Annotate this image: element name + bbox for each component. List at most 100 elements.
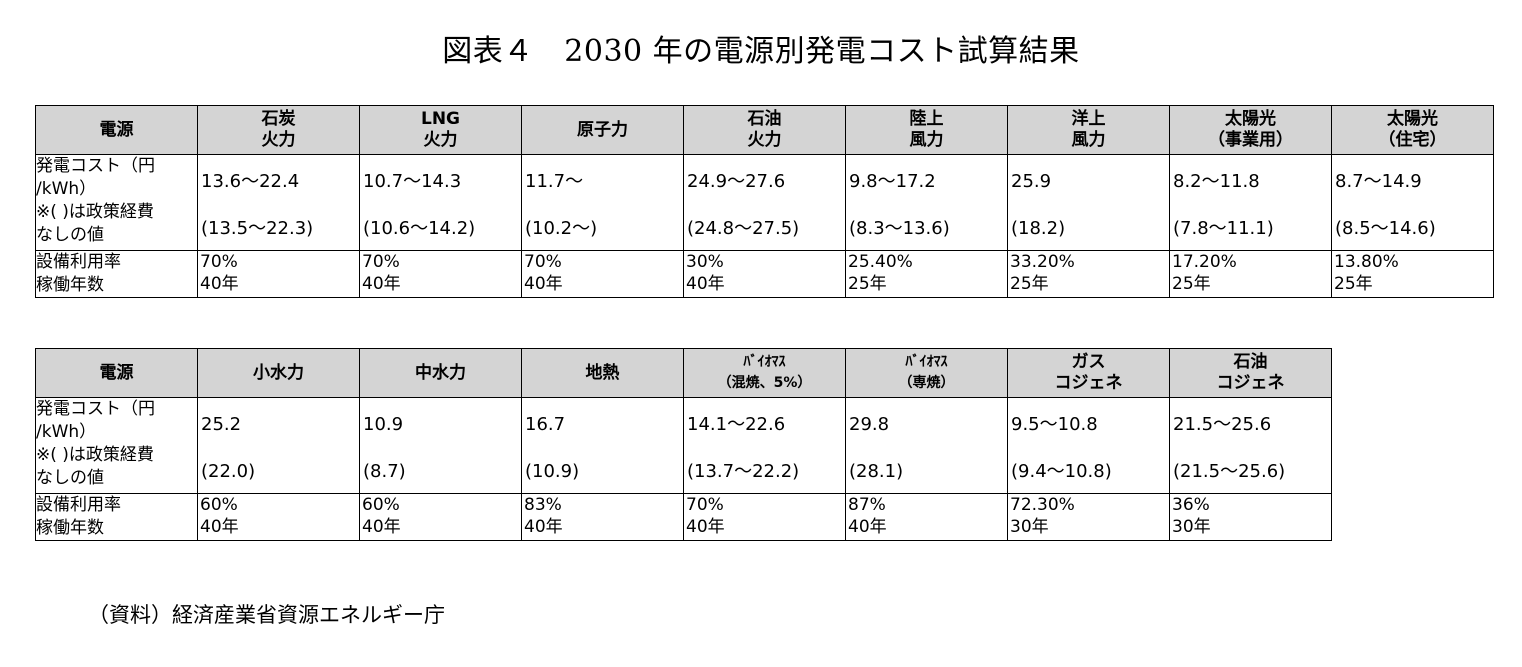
utilization-value: 70% (200, 252, 238, 272)
cost-cell: 13.6～22.4 (13.5～22.3) (197, 154, 360, 251)
column-header: 洋上 風力 (1007, 105, 1170, 155)
cost-value: 9.5～10.8 (1011, 414, 1098, 435)
cost-no-policy-value: (24.8～27.5) (687, 218, 800, 239)
cost-no-policy-value: (8.7) (363, 461, 406, 482)
utilization-value: 36% (1172, 495, 1210, 515)
cost-value: 11.7～ (525, 171, 584, 192)
column-header: ﾊﾞｲｵﾏｽ （専焼） (845, 348, 1008, 398)
utilization-cell: 72.30% 30年 (1007, 493, 1170, 541)
source-header: 電源 (35, 105, 198, 155)
utilization-value: 60% (362, 495, 400, 515)
utilization-value: 70% (686, 495, 724, 515)
cost-cell: 9.8～17.2 (8.3～13.6) (845, 154, 1008, 251)
utilization-row-label: 設備利用率 稼働年数 (35, 493, 198, 541)
cost-cell: 9.5～10.8 (9.4～10.8) (1007, 397, 1170, 494)
column-header: 地熱 (521, 348, 684, 398)
cost-value: 25.2 (201, 414, 242, 435)
header-row: 電源 石炭 火力 LNG 火力 原子力 石油 火力 陸上 風力 洋上 風力 太陽… (35, 105, 1494, 155)
cost-cell: 11.7～ (10.2～) (521, 154, 684, 251)
utilization-value: 87% (848, 495, 886, 515)
cost-no-policy-value: (21.5～25.6) (1173, 461, 1286, 482)
column-header: 中水力 (359, 348, 522, 398)
operating-years-value: 30年 (1172, 517, 1211, 537)
column-header: 石油 火力 (683, 105, 846, 155)
operating-years-value: 40年 (848, 517, 887, 537)
operating-years-value: 30年 (1010, 517, 1049, 537)
cost-no-policy-value: (9.4～10.8) (1011, 461, 1112, 482)
source-note: （資料）経済産業省資源エネルギー庁 (88, 603, 445, 627)
utilization-cell: 70% 40年 (359, 250, 522, 298)
utilization-cell: 83% 40年 (521, 493, 684, 541)
cost-cell: 10.9 (8.7) (359, 397, 522, 494)
utilization-cell: 17.20% 25年 (1169, 250, 1332, 298)
cost-value: 8.2～11.8 (1173, 171, 1260, 192)
column-header: 石炭 火力 (197, 105, 360, 155)
cost-value: 25.9 (1011, 171, 1052, 192)
cost-value: 21.5～25.6 (1173, 414, 1272, 435)
cost-no-policy-value: (13.5～22.3) (201, 218, 314, 239)
utilization-value: 60% (200, 495, 238, 515)
column-header: ﾊﾞｲｵﾏｽ （混焼、5%） (683, 348, 846, 398)
header-row: 電源 小水力 中水力 地熱 ﾊﾞｲｵﾏｽ （混焼、5%） ﾊﾞｲｵﾏｽ （専焼）… (35, 348, 1332, 398)
operating-years-value: 40年 (524, 517, 563, 537)
operating-years-value: 25年 (848, 274, 887, 294)
column-header: 石油 コジェネ (1169, 348, 1332, 398)
utilization-value: 17.20% (1172, 252, 1237, 272)
cost-cell: 29.8 (28.1) (845, 397, 1008, 494)
operating-years-value: 25年 (1010, 274, 1049, 294)
utilization-cell: 87% 40年 (845, 493, 1008, 541)
cost-no-policy-value: (22.0) (201, 461, 256, 482)
cost-value: 8.7～14.9 (1335, 171, 1422, 192)
cost-cell: 8.7～14.9 (8.5～14.6) (1331, 154, 1494, 251)
operating-years-value: 40年 (200, 274, 239, 294)
utilization-cell: 70% 40年 (521, 250, 684, 298)
column-header: ガス コジェネ (1007, 348, 1170, 398)
cost-no-policy-value: (7.8～11.1) (1173, 218, 1274, 239)
cost-no-policy-value: (8.5～14.6) (1335, 218, 1436, 239)
column-header: LNG 火力 (359, 105, 522, 155)
operating-years-value: 40年 (686, 274, 725, 294)
cost-table-2: 電源 小水力 中水力 地熱 ﾊﾞｲｵﾏｽ （混焼、5%） ﾊﾞｲｵﾏｽ （専焼）… (35, 348, 1332, 541)
cost-value: 10.9 (363, 414, 404, 435)
cost-value: 24.9～27.6 (687, 171, 786, 192)
utilization-row-label: 設備利用率 稼働年数 (35, 250, 198, 298)
cost-row: 発電コスト（円 /kWh） ※( )は政策経費 なしの値 25.2 (22.0) … (35, 397, 1332, 494)
cost-no-policy-value: (10.2～) (525, 218, 598, 239)
utilization-cell: 60% 40年 (197, 493, 360, 541)
utilization-cell: 25.40% 25年 (845, 250, 1008, 298)
source-header: 電源 (35, 348, 198, 398)
utilization-cell: 33.20% 25年 (1007, 250, 1170, 298)
utilization-cell: 60% 40年 (359, 493, 522, 541)
cost-cell: 16.7 (10.9) (521, 397, 684, 494)
cost-value: 29.8 (849, 414, 890, 435)
cost-no-policy-value: (18.2) (1011, 218, 1066, 239)
cost-row: 発電コスト（円 /kWh） ※( )は政策経費 なしの値 13.6～22.4 (1… (35, 154, 1494, 251)
cost-cell: 21.5～25.6 (21.5～25.6) (1169, 397, 1332, 494)
utilization-value: 70% (524, 252, 562, 272)
cost-no-policy-value: (10.9) (525, 461, 580, 482)
operating-years-value: 40年 (362, 517, 401, 537)
utilization-value: 70% (362, 252, 400, 272)
cost-value: 14.1～22.6 (687, 414, 786, 435)
cost-row-label: 発電コスト（円 /kWh） ※( )は政策経費 なしの値 (35, 154, 198, 251)
operating-years-value: 40年 (362, 274, 401, 294)
operating-years-value: 25年 (1172, 274, 1211, 294)
utilization-row: 設備利用率 稼働年数 70% 40年 70% 40年 70% 40年 30% 40年 2… (35, 250, 1494, 298)
operating-years-value: 40年 (524, 274, 563, 294)
cost-cell: 10.7～14.3 (10.6～14.2) (359, 154, 522, 251)
column-header: 太陽光 （事業用） (1169, 105, 1332, 155)
utilization-value: 83% (524, 495, 562, 515)
utilization-row: 設備利用率 稼働年数 60% 40年 60% 40年 83% 40年 70% 40年 8… (35, 493, 1332, 541)
utilization-cell: 70% 40年 (197, 250, 360, 298)
utilization-value: 13.80% (1334, 252, 1399, 272)
column-header: 原子力 (521, 105, 684, 155)
utilization-cell: 13.80% 25年 (1331, 250, 1494, 298)
cost-cell: 24.9～27.6 (24.8～27.5) (683, 154, 846, 251)
utilization-value: 30% (686, 252, 724, 272)
operating-years-value: 40年 (200, 517, 239, 537)
column-header: 太陽光 （住宅） (1331, 105, 1494, 155)
utilization-value: 25.40% (848, 252, 913, 272)
cost-cell: 8.2～11.8 (7.8～11.1) (1169, 154, 1332, 251)
utilization-cell: 30% 40年 (683, 250, 846, 298)
cost-no-policy-value: (28.1) (849, 461, 904, 482)
